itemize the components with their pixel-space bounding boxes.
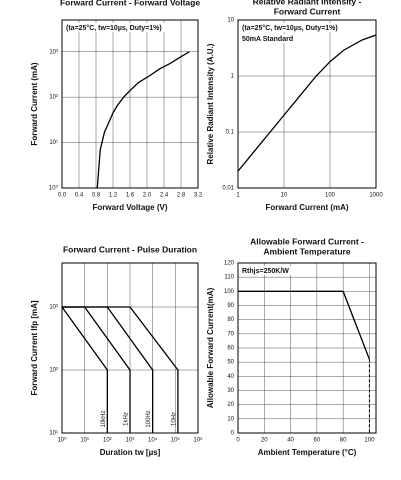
x-tick-label: 0.8: [92, 193, 101, 199]
data-line: [96, 51, 190, 189]
annotation: 50mA Standard: [242, 36, 293, 43]
x-tick-label: 2.8: [177, 193, 186, 199]
x-axis-label: Forward Voltage (V): [93, 203, 168, 212]
x-tick-label: 1: [236, 193, 240, 199]
x-tick-label: 2.4: [160, 193, 169, 199]
x-tick-label: 3.2: [194, 193, 203, 199]
series-label: 10kHz: [101, 410, 107, 427]
y-tick-label: 20: [227, 402, 234, 408]
y-tick-label: 50: [227, 360, 234, 366]
x-tick-label: 80: [340, 438, 347, 444]
y-tick-label: 0.1: [226, 130, 235, 136]
y-axis-label: Relative Radiant Intensity (A.U.): [206, 43, 215, 164]
annotation-box: [240, 23, 344, 32]
y-tick-label: 70: [227, 331, 234, 337]
y-tick-label: 10: [227, 18, 234, 24]
y-tick-label: 10¹: [49, 431, 58, 437]
x-tick-label: 1.6: [126, 193, 135, 199]
x-tick-label: 10²: [103, 438, 112, 444]
data-line: [61, 306, 108, 433]
x-tick-label: 2.0: [143, 193, 152, 199]
x-tick-label: 100: [364, 438, 375, 444]
x-tick-label: 60: [314, 438, 321, 444]
y-tick-label: 30: [227, 388, 234, 394]
y-tick-label: 1: [231, 74, 235, 80]
y-tick-label: 10¹: [49, 140, 58, 146]
y-tick-label: 10²: [49, 95, 58, 101]
series-label: 10Hz: [171, 412, 177, 426]
y-tick-label: 100: [224, 289, 235, 295]
x-tick-label: 100: [325, 193, 336, 199]
y-tick-label: 80: [227, 317, 234, 323]
plot-frame: [61, 19, 199, 189]
x-axis-label: Forward Current (mA): [265, 203, 348, 212]
annotation: (ta=25°C, tw=10µs, Duty=1%): [66, 24, 162, 32]
x-axis-label: Duration tw [µs]: [100, 448, 161, 457]
x-tick-label: 10⁶: [193, 437, 203, 444]
series-label: 1kHz: [124, 412, 130, 426]
chart-title: Forward Current - Pulse Duration: [63, 244, 197, 254]
y-tick-label: 10⁰: [49, 185, 59, 192]
x-tick-label: 20: [261, 438, 268, 444]
x-tick-label: 40: [287, 438, 294, 444]
y-tick-label: 0: [231, 431, 235, 437]
plot-frame: [237, 19, 377, 189]
x-tick-label: 10⁴: [148, 437, 158, 444]
series-label: 100Hz: [146, 410, 152, 427]
chart-title: Forward Current - Forward Voltage: [60, 0, 200, 7]
x-tick-label: 10¹: [80, 438, 89, 444]
y-tick-label: 60: [227, 346, 234, 352]
chart-title: Forward Current: [274, 6, 341, 16]
y-tick-label: 0.01: [222, 186, 234, 192]
x-tick-label: 10³: [126, 438, 135, 444]
x-axis-label: Ambient Temperature (°C): [258, 448, 357, 457]
annotation-box: [240, 266, 298, 275]
y-tick-label: 120: [224, 261, 235, 267]
x-tick-label: 10⁰: [57, 437, 67, 444]
y-tick-label: 90: [227, 303, 234, 309]
data-line: [62, 306, 179, 433]
y-tick-label: 110: [224, 275, 234, 281]
chart-title: Relative Radiant Intensity -: [253, 0, 362, 6]
plot-frame: [237, 262, 377, 434]
x-tick-label: 10: [281, 193, 288, 199]
x-tick-label: 10⁵: [171, 437, 181, 444]
y-axis-label: Forward Current (mA): [30, 62, 39, 145]
annotation: (ta=25°C, tw=10µs, Duty=1%): [242, 24, 338, 32]
data-line: [238, 290, 371, 360]
y-axis-label: Forward Current Ifp [mA]: [30, 300, 39, 395]
y-tick-label: 10: [227, 416, 234, 422]
y-tick-label: 10²: [49, 368, 58, 374]
annotation-box: [64, 23, 168, 32]
data-line: [237, 34, 377, 172]
x-tick-label: 1000: [369, 193, 383, 199]
y-tick-label: 10³: [49, 305, 58, 311]
annotation-box: [240, 34, 290, 43]
chart-title: Ambient Temperature: [263, 246, 350, 256]
x-tick-label: 0: [236, 438, 240, 444]
x-tick-label: 0.0: [58, 193, 67, 199]
x-tick-label: 1.2: [109, 193, 118, 199]
chart-title: Allowable Forward Current -: [250, 236, 364, 246]
y-tick-label: 10³: [49, 49, 58, 55]
annotation: Rthjs=250K/W: [242, 268, 289, 275]
y-axis-label: Allowable Forward Current(mA): [206, 287, 215, 408]
x-tick-label: 0.4: [75, 193, 84, 199]
y-tick-label: 40: [227, 374, 234, 380]
